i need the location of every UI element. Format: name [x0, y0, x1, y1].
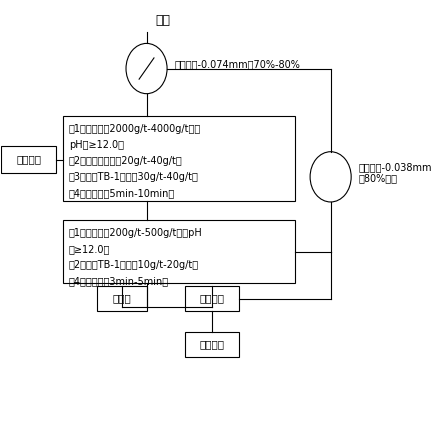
Text: 磨矿细度-0.038mm
占80%以上: 磨矿细度-0.038mm 占80%以上 — [358, 162, 432, 183]
Text: （2）添加TB-1捕收剂10g/t-20g/t；: （2）添加TB-1捕收剂10g/t-20g/t； — [69, 260, 199, 270]
Text: pH值≥12.0；: pH值≥12.0； — [69, 140, 124, 150]
Bar — [184, 331, 239, 357]
Text: （3）添加TB-1捕收剂30g/t-40g/t；: （3）添加TB-1捕收剂30g/t-40g/t； — [69, 172, 199, 182]
Text: （4）浮选时间5min-10min。: （4）浮选时间5min-10min。 — [69, 188, 175, 198]
Bar — [63, 116, 295, 201]
Bar — [184, 286, 239, 311]
Text: 值≥12.0；: 值≥12.0； — [69, 244, 110, 254]
Text: 粗选尾矿: 粗选尾矿 — [16, 154, 41, 164]
Text: （4）浮选时间3min-5min。: （4）浮选时间3min-5min。 — [69, 276, 169, 286]
Text: （1）添加石灰200g/t-500g/t，至pH: （1）添加石灰200g/t-500g/t，至pH — [69, 228, 202, 238]
Text: 摇床重选: 摇床重选 — [200, 293, 225, 303]
Text: 原矿: 原矿 — [155, 14, 170, 27]
Bar — [97, 286, 146, 311]
Text: 磨矿细度-0.074mm占70%-80%: 磨矿细度-0.074mm占70%-80% — [174, 59, 300, 69]
Text: 摇床尾矿: 摇床尾矿 — [200, 339, 225, 349]
Bar — [1, 146, 56, 173]
Text: 铜精矿: 铜精矿 — [113, 293, 131, 303]
Text: （1）添加石灰2000g/t-4000g/t，至: （1）添加石灰2000g/t-4000g/t，至 — [69, 124, 201, 134]
Bar — [63, 220, 295, 283]
Text: （2）添加乙硫氮酯20g/t-40g/t；: （2）添加乙硫氮酯20g/t-40g/t； — [69, 156, 182, 166]
